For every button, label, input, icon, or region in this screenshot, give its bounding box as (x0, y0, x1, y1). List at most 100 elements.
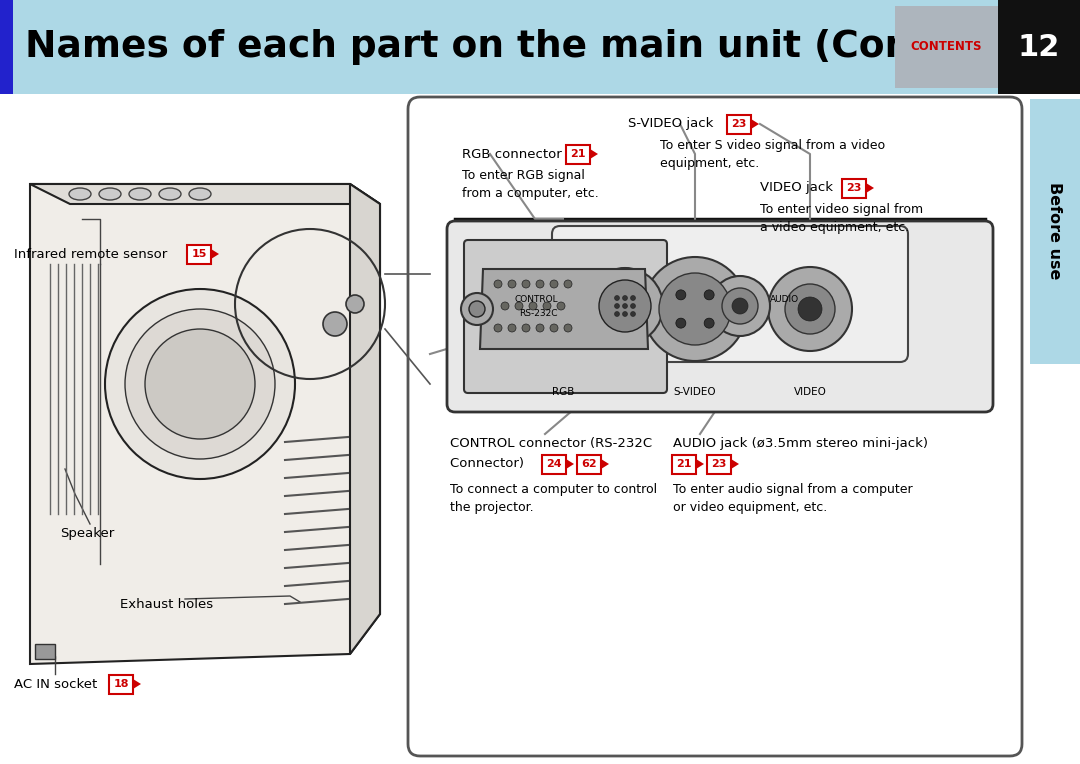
FancyBboxPatch shape (109, 675, 133, 694)
Text: 21: 21 (570, 149, 585, 159)
Text: RGB connector: RGB connector (462, 147, 566, 160)
Circle shape (125, 309, 275, 459)
Circle shape (622, 312, 627, 316)
Circle shape (643, 257, 747, 361)
Text: CONTENTS: CONTENTS (910, 40, 982, 53)
Text: To enter video signal from: To enter video signal from (760, 202, 923, 215)
Polygon shape (30, 184, 380, 664)
Polygon shape (600, 459, 609, 469)
Text: To connect a computer to control: To connect a computer to control (450, 483, 657, 496)
Text: 62: 62 (581, 459, 597, 469)
Text: AUDIO jack (ø3.5mm stereo mini-jack): AUDIO jack (ø3.5mm stereo mini-jack) (673, 438, 928, 451)
FancyBboxPatch shape (464, 240, 667, 393)
Circle shape (710, 276, 770, 336)
Text: a video equipment, etc.: a video equipment, etc. (760, 221, 909, 234)
Circle shape (631, 312, 635, 316)
Text: RGB: RGB (552, 387, 575, 397)
Text: To enter RGB signal: To enter RGB signal (462, 170, 585, 183)
Circle shape (105, 289, 295, 479)
Circle shape (494, 280, 502, 288)
Text: To enter audio signal from a computer: To enter audio signal from a computer (673, 483, 913, 496)
Text: S-VIDEO: S-VIDEO (674, 387, 716, 397)
Ellipse shape (159, 188, 181, 200)
Circle shape (704, 290, 714, 299)
Circle shape (615, 296, 620, 300)
Text: CONTROL connector (RS-232C: CONTROL connector (RS-232C (450, 438, 652, 451)
Ellipse shape (69, 188, 91, 200)
Circle shape (522, 280, 530, 288)
Circle shape (461, 293, 492, 325)
Polygon shape (350, 184, 380, 654)
Circle shape (622, 296, 627, 300)
Bar (0, 0, 13, 94)
FancyBboxPatch shape (566, 144, 590, 163)
Text: Names of each part on the main unit (Continued): Names of each part on the main unit (Con… (25, 29, 1065, 65)
Circle shape (323, 312, 347, 336)
Circle shape (550, 324, 558, 332)
Circle shape (676, 290, 686, 299)
Polygon shape (133, 679, 141, 689)
Ellipse shape (189, 188, 211, 200)
Circle shape (615, 303, 620, 309)
Circle shape (676, 318, 686, 329)
Bar (0, 0, 1080, 94)
Circle shape (529, 302, 537, 310)
Text: To enter S video signal from a video: To enter S video signal from a video (660, 140, 886, 153)
Circle shape (599, 280, 651, 332)
FancyBboxPatch shape (707, 455, 731, 474)
Polygon shape (866, 183, 874, 193)
Bar (35, 644, 55, 659)
Polygon shape (751, 119, 759, 129)
Bar (895, 6, 998, 88)
Polygon shape (30, 184, 380, 204)
Text: Exhaust holes: Exhaust holes (120, 597, 213, 610)
FancyBboxPatch shape (542, 455, 566, 474)
Text: equipment, etc.: equipment, etc. (660, 157, 759, 170)
Circle shape (631, 296, 635, 300)
FancyBboxPatch shape (672, 455, 696, 474)
Circle shape (550, 280, 558, 288)
Circle shape (501, 302, 509, 310)
Circle shape (723, 288, 758, 324)
Circle shape (536, 324, 544, 332)
Circle shape (659, 273, 731, 345)
FancyBboxPatch shape (552, 226, 908, 362)
Text: 24: 24 (546, 459, 562, 469)
Circle shape (588, 268, 663, 344)
Text: 12: 12 (1017, 33, 1061, 61)
Text: Speaker: Speaker (60, 527, 114, 540)
Polygon shape (590, 149, 598, 159)
Circle shape (557, 302, 565, 310)
Circle shape (564, 324, 572, 332)
Text: Infrared remote sensor: Infrared remote sensor (14, 248, 172, 261)
Polygon shape (566, 459, 573, 469)
Circle shape (346, 295, 364, 313)
Bar (1030, 99, 1080, 364)
Text: 23: 23 (712, 459, 727, 469)
Circle shape (704, 318, 714, 329)
Circle shape (768, 267, 852, 351)
Text: CONTROL: CONTROL (514, 296, 558, 305)
Text: 23: 23 (731, 119, 746, 129)
Ellipse shape (129, 188, 151, 200)
Circle shape (494, 324, 502, 332)
Text: 23: 23 (847, 183, 862, 193)
Text: or video equipment, etc.: or video equipment, etc. (673, 501, 827, 514)
FancyBboxPatch shape (447, 221, 993, 412)
Text: 15: 15 (191, 249, 206, 259)
FancyBboxPatch shape (727, 115, 751, 134)
Polygon shape (696, 459, 704, 469)
Text: from a computer, etc.: from a computer, etc. (462, 187, 598, 200)
FancyBboxPatch shape (408, 97, 1022, 756)
Text: Connector): Connector) (450, 458, 528, 471)
Text: 18: 18 (113, 679, 129, 689)
Text: VIDEO jack: VIDEO jack (760, 182, 837, 195)
Polygon shape (480, 269, 648, 349)
Circle shape (508, 280, 516, 288)
Circle shape (508, 324, 516, 332)
Circle shape (536, 280, 544, 288)
Text: AUDIO: AUDIO (770, 296, 799, 305)
Text: 21: 21 (676, 459, 692, 469)
Text: RS-232C: RS-232C (519, 309, 558, 318)
Circle shape (622, 303, 627, 309)
